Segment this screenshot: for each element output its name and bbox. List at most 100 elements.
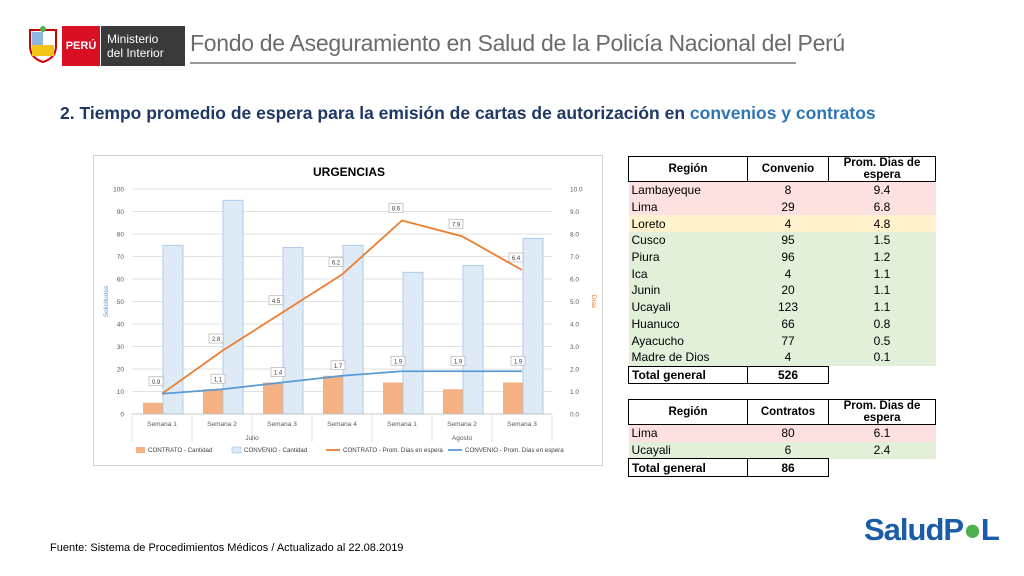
- contrato-bar: [143, 402, 163, 414]
- cell-count: 80: [747, 424, 829, 442]
- data-label-box: [450, 355, 466, 366]
- data-label-box: [448, 218, 464, 229]
- cell-days: 6.1: [828, 424, 936, 442]
- data-label-box: [388, 203, 404, 213]
- data-label: 6.4: [512, 256, 521, 262]
- left-tick-label: 50: [117, 299, 125, 306]
- data-label: 6.2: [332, 261, 341, 267]
- convenio-bar: [222, 199, 244, 415]
- total-empty: [828, 366, 936, 384]
- cell-region: Junin: [628, 282, 748, 299]
- legend-label: CONTRATO - Cantidad: [148, 447, 213, 454]
- data-label: 1.9: [454, 359, 463, 365]
- total-row: Total general 526: [628, 365, 936, 385]
- logo-text-1: Salud: [864, 512, 944, 547]
- left-tick-label: 100: [113, 187, 124, 194]
- cell-region: Lima: [628, 198, 748, 216]
- peru-badge: PERÚ: [62, 26, 100, 66]
- source-note: Fuente: Sistema de Procedimientos Médico…: [50, 542, 404, 554]
- cell-count: 8: [747, 181, 829, 199]
- data-label: 7.9: [452, 222, 461, 228]
- contrato-bar: [263, 382, 283, 414]
- legend-swatch: [231, 446, 242, 454]
- contrato-bar: [443, 389, 463, 414]
- right-tick-label: 10.0: [570, 187, 583, 194]
- data-label: 1.9: [394, 359, 403, 365]
- table-row: Lima 80 6.1: [628, 424, 936, 442]
- contrato-bar: [203, 389, 223, 414]
- cell-region: Huanuco: [628, 315, 748, 333]
- table-header-row: Región Convenio Prom. Dias de espera: [628, 156, 936, 182]
- right-tick-label: 3.0: [570, 344, 579, 351]
- convenio-bar: [522, 238, 544, 415]
- table-row: Loreto 4 4.8: [628, 215, 936, 233]
- convenio-bar: [402, 271, 424, 415]
- data-label: 2.8: [212, 337, 221, 343]
- left-tick-label: 10: [117, 389, 125, 396]
- category-label: Semana 3: [267, 421, 297, 428]
- right-tick-label: 0.0: [570, 412, 579, 419]
- cell-region: Cusco: [628, 232, 748, 249]
- table-row: Piura 96 1.2: [628, 248, 936, 266]
- category-label: Semana 2: [447, 421, 477, 428]
- total-label: Total general: [628, 458, 748, 478]
- table-row: Ayacucho 77 0.5: [628, 332, 936, 349]
- cell-days: 1.1: [828, 282, 936, 299]
- right-tick-label: 7.0: [570, 254, 579, 261]
- convenio-bar: [162, 244, 184, 415]
- cell-count: 20: [747, 282, 829, 299]
- cell-days: 9.4: [828, 181, 936, 199]
- cell-days: 0.8: [828, 315, 936, 333]
- right-tick-label: 2.0: [570, 367, 579, 374]
- cell-count: 77: [747, 332, 829, 349]
- table-row: Huanuco 66 0.8: [628, 315, 936, 333]
- header-divider: [190, 62, 796, 64]
- convenio-days-line: [161, 370, 522, 395]
- contrato-days-line: [161, 219, 523, 395]
- right-tick-label: 5.0: [570, 299, 579, 306]
- data-label-box: [510, 355, 526, 366]
- cell-count: 66: [747, 315, 829, 333]
- cell-count: 95: [747, 232, 829, 249]
- col-region-header: Región: [628, 156, 748, 182]
- cell-days: 1.2: [828, 248, 936, 266]
- table-row: Lima 29 6.8: [628, 198, 936, 216]
- section-title: 2. Tiempo promedio de espera para la emi…: [60, 103, 876, 124]
- data-label: 1.7: [334, 364, 343, 370]
- right-tick-label: 4.0: [570, 322, 579, 329]
- col-contratos-header: Contratos: [747, 399, 829, 425]
- left-tick-label: 70: [117, 254, 125, 261]
- y-axis-left-title: Solicitudes: [103, 285, 110, 317]
- data-label: 1.9: [514, 359, 523, 365]
- cell-count: 4: [747, 215, 829, 233]
- data-label-box: [330, 360, 346, 371]
- data-label-box: [390, 355, 406, 366]
- total-empty: [828, 458, 936, 477]
- right-tick-label: 1.0: [570, 389, 579, 396]
- right-tick-label: 6.0: [570, 277, 579, 284]
- saludpol-logo: SaludP●L: [864, 512, 1000, 548]
- cell-region: Lambayeque: [628, 181, 748, 199]
- col-days-header: Prom. Dias de espera: [828, 156, 936, 182]
- chart-title: URGENCIAS: [313, 165, 385, 179]
- cell-region: Ucayali: [628, 441, 748, 459]
- cell-days: 1.1: [828, 298, 936, 316]
- contrato-bar: [383, 382, 403, 414]
- cell-region: Loreto: [628, 215, 748, 233]
- total-label: Total general: [628, 365, 748, 385]
- right-tick-label: 9.0: [570, 209, 579, 216]
- data-label-box: [270, 367, 286, 377]
- header: PERÚ Ministerio del Interior Fondo de As…: [0, 0, 1024, 80]
- section-title-prefix: 2. Tiempo promedio de espera para la emi…: [60, 103, 690, 123]
- cell-count: 123: [747, 298, 829, 316]
- left-tick-label: 0: [120, 412, 124, 419]
- col-convenio-header: Convenio: [747, 156, 829, 182]
- data-label: 4.5: [272, 299, 281, 305]
- cell-region: Ica: [628, 265, 748, 283]
- category-label: Semana 1: [147, 421, 177, 428]
- cell-region: Ucayali: [628, 298, 748, 316]
- cell-days: 0.1: [828, 348, 936, 367]
- ministry-badge: Ministerio del Interior: [101, 26, 185, 66]
- table-row: Ucayali 6 2.4: [628, 441, 936, 459]
- table-row: Cusco 95 1.5: [628, 232, 936, 249]
